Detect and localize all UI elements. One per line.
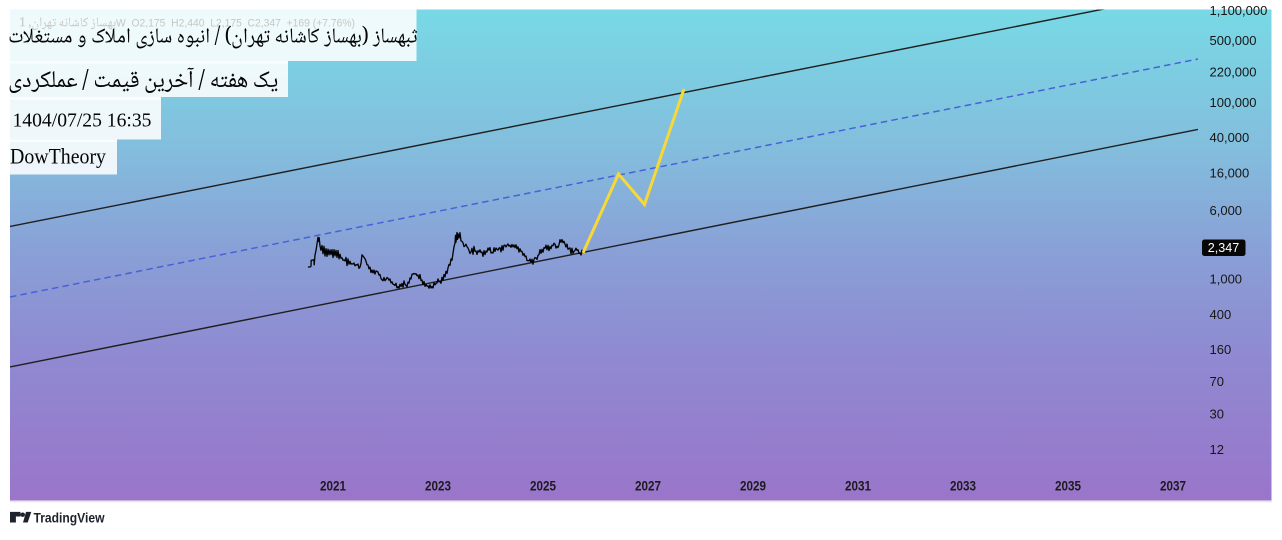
svg-text:400: 400: [1210, 307, 1232, 322]
svg-text:2027: 2027: [635, 478, 661, 494]
svg-text:2029: 2029: [740, 478, 766, 494]
svg-text:2025: 2025: [530, 478, 556, 494]
svg-text:500,000: 500,000: [1210, 33, 1257, 48]
svg-text:2033: 2033: [950, 478, 976, 494]
svg-text:30: 30: [1210, 407, 1224, 422]
svg-text:2035: 2035: [1055, 478, 1081, 494]
svg-text:1,000: 1,000: [1210, 272, 1243, 287]
svg-text:1404/07/25 16:35: 1404/07/25 16:35: [13, 109, 152, 131]
svg-text:16,000: 16,000: [1210, 165, 1250, 180]
svg-text:12: 12: [1210, 442, 1224, 457]
svg-text:2021: 2021: [320, 478, 346, 494]
svg-text:160: 160: [1210, 342, 1232, 357]
svg-text:2037: 2037: [1160, 478, 1186, 494]
svg-text:6,000: 6,000: [1210, 203, 1243, 218]
svg-text:W O2,175 H2,440 L2,175 C2,: W O2,175 H2,440 L2,175 C2,347 +169 (+7.7…: [116, 17, 355, 29]
svg-text:220,000: 220,000: [1210, 65, 1257, 80]
svg-text:DowTheory: DowTheory: [10, 144, 107, 169]
svg-text:1,100,000: 1,100,000: [1210, 3, 1268, 18]
svg-text:100,000: 100,000: [1210, 95, 1257, 110]
svg-text:70: 70: [1210, 374, 1224, 389]
svg-text:2,347: 2,347: [1208, 240, 1240, 255]
svg-text:2031: 2031: [845, 478, 871, 494]
svg-text:40,000: 40,000: [1210, 130, 1250, 145]
svg-text:TradingView: TradingView: [34, 510, 105, 526]
svg-text:2023: 2023: [425, 478, 451, 494]
